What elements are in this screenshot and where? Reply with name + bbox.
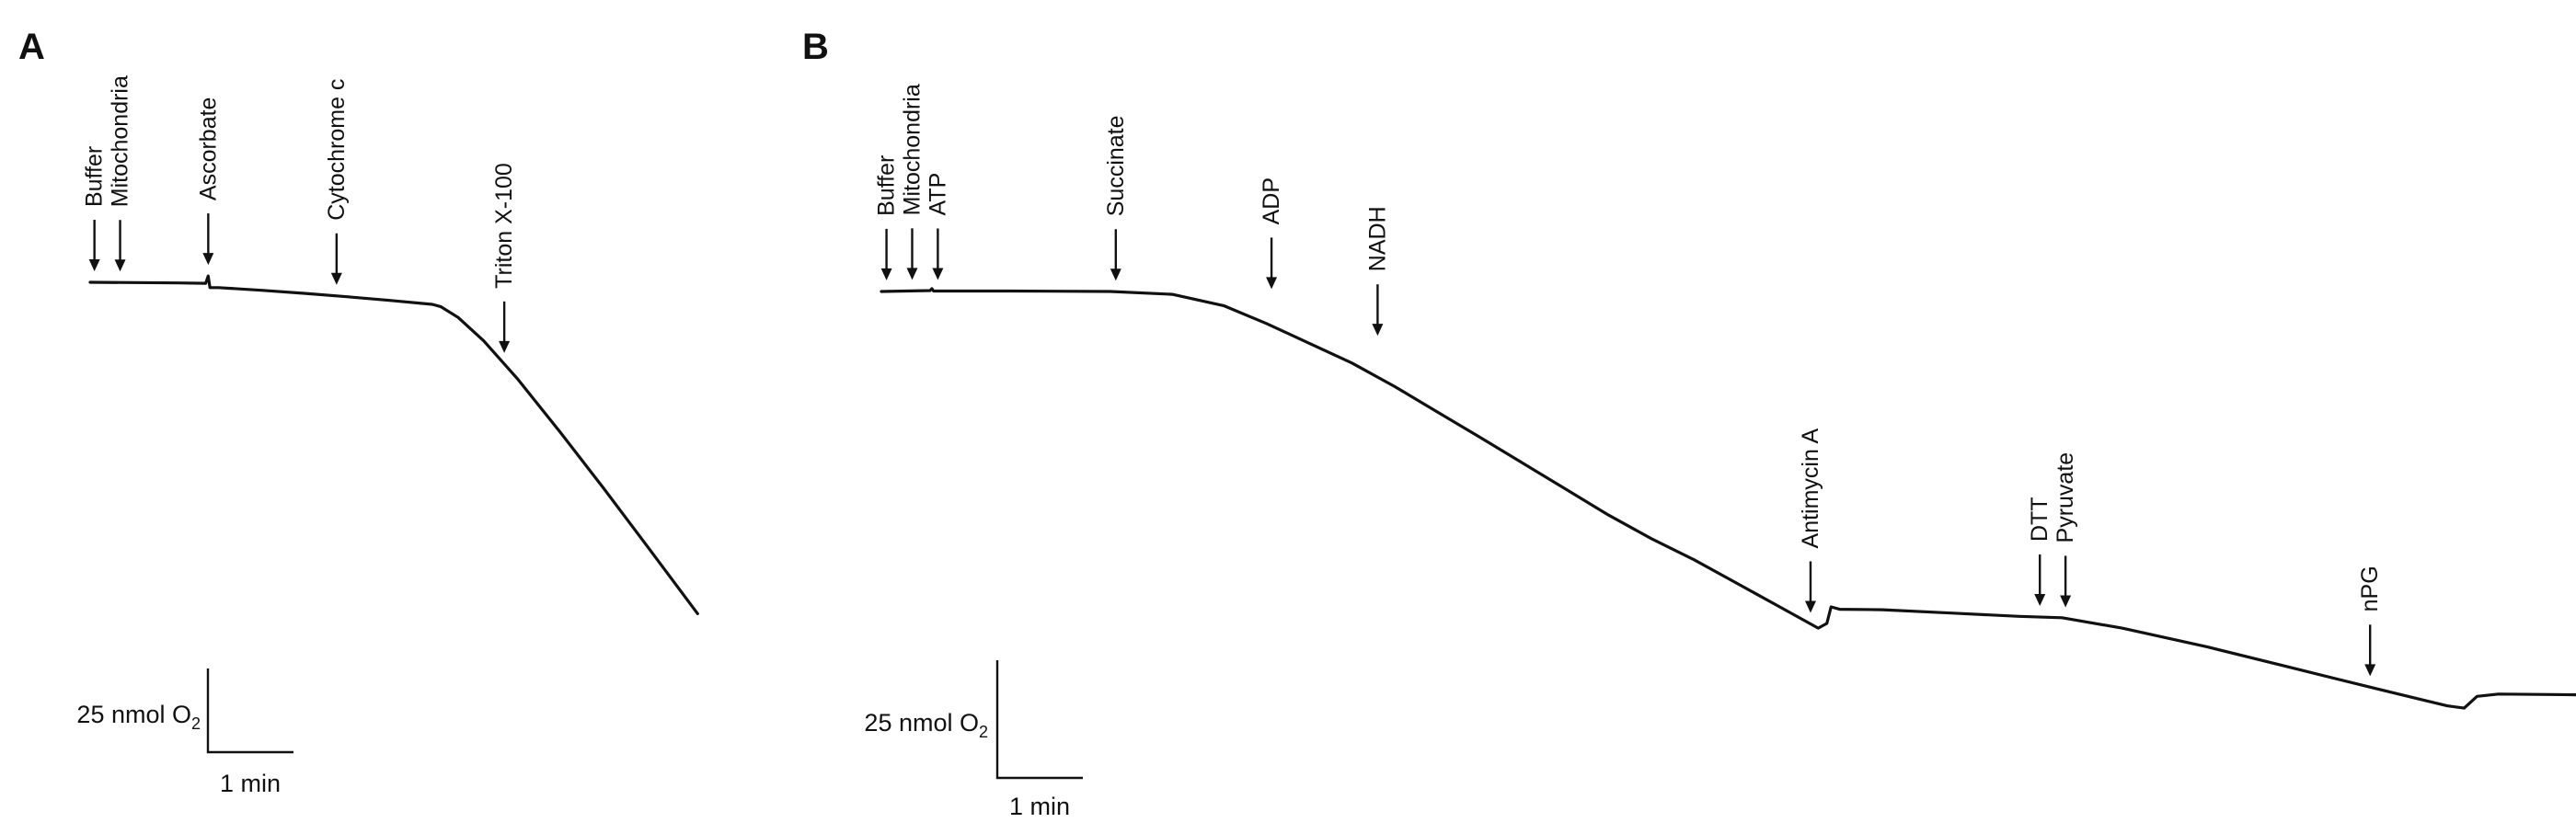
panel-a-scale-bar-lines	[206, 668, 293, 754]
addition-label-buffer: Buffer	[82, 146, 108, 207]
addition-label-ascorbate: Ascorbate	[195, 97, 221, 201]
addition-label-antimycin-a: Antimycin A	[1798, 428, 1823, 549]
addition-label-adp: ADP	[1259, 177, 1284, 224]
panel-a-additions: Buffer Mitochondria Ascorbate Cytochrome c T…	[82, 75, 517, 353]
panel-b-additions: Buffer Mitochondria ATP Succinate ADP NADH Ant…	[874, 84, 2383, 677]
addition-arrow-mitochondria: Mitochondria	[899, 84, 925, 280]
addition-arrow-nadh: NADH	[1364, 206, 1390, 337]
arrow-head	[2060, 595, 2072, 608]
panel-a: A Buffer Mitochondria Ascorbate Cytochrome …	[18, 27, 699, 797]
arrow-head	[1266, 277, 1278, 290]
panel-b-time-scale-label: 1 min	[1009, 793, 1070, 820]
addition-label-mitochondria: Mitochondria	[108, 75, 133, 207]
arrow-head	[330, 272, 342, 285]
addition-arrow-cytochrome-c: Cytochrome c	[324, 79, 350, 285]
arrow-head	[114, 259, 126, 272]
arrow-head	[2364, 664, 2376, 677]
addition-arrow-buffer: Buffer	[82, 146, 108, 272]
arrow-head	[932, 268, 944, 280]
addition-arrow-mitochondria: Mitochondria	[108, 75, 133, 272]
arrow-head	[499, 340, 511, 353]
addition-arrow-ascorbate: Ascorbate	[195, 97, 221, 266]
arrow-head	[88, 259, 100, 272]
addition-arrow-succinate: Succinate	[1103, 115, 1129, 281]
arrow-head	[1804, 600, 1816, 613]
arrow-head	[1372, 324, 1384, 337]
addition-arrow-pyruvate: Pyruvate	[2053, 452, 2078, 608]
addition-arrow-npg: nPG	[2357, 566, 2383, 677]
addition-arrow-buffer: Buffer	[874, 155, 900, 280]
addition-label-buffer: Buffer	[874, 155, 900, 216]
panel-b-scale-bar: 25 nmol O2 1 min	[864, 660, 1083, 820]
addition-arrow-triton-x-100: Triton X-100	[491, 163, 517, 353]
addition-label-triton-x-100: Triton X-100	[491, 163, 517, 289]
addition-label-nadh: NADH	[1364, 206, 1390, 271]
addition-label-pyruvate: Pyruvate	[2053, 452, 2078, 543]
arrow-head	[906, 268, 918, 280]
panel-a-scale-bar: 25 nmol O2 1 min	[76, 668, 293, 797]
arrow-head	[1110, 268, 1121, 281]
arrow-head	[2034, 594, 2046, 607]
panel-a-oxygen-scale-label: 25 nmol O2	[76, 701, 201, 733]
addition-label-npg: nPG	[2357, 566, 2383, 611]
addition-arrow-atp: ATP	[925, 173, 950, 280]
panel-b-trace	[880, 287, 2576, 710]
arrow-head	[880, 268, 892, 280]
addition-arrow-adp: ADP	[1259, 177, 1284, 290]
addition-label-atp: ATP	[925, 173, 950, 216]
panel-a-time-scale-label: 1 min	[220, 770, 281, 797]
addition-label-succinate: Succinate	[1103, 115, 1129, 216]
panel-a-trace	[88, 274, 699, 615]
addition-label-dtt: DTT	[2027, 497, 2053, 542]
addition-label-cytochrome-c: Cytochrome c	[324, 79, 350, 221]
panel-b-scale-bar-lines	[995, 660, 1083, 780]
addition-arrow-antimycin-a: Antimycin A	[1798, 428, 1823, 613]
panel-b: B Buffer Mitochondria ATP Succinate ADP NADH A…	[802, 27, 2576, 820]
panel-b-oxygen-scale-label: 25 nmol O2	[864, 709, 988, 741]
addition-arrow-dtt: DTT	[2027, 497, 2053, 607]
panel-a-letter: A	[18, 27, 45, 67]
panel-b-letter: B	[802, 27, 829, 67]
arrow-head	[202, 253, 214, 266]
addition-label-mitochondria: Mitochondria	[899, 84, 925, 215]
